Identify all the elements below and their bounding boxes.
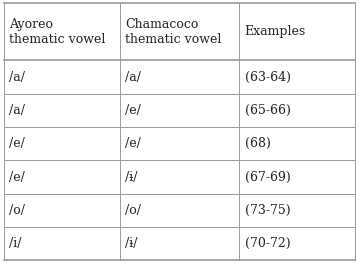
Text: /o/: /o/ (9, 204, 25, 217)
Text: /i/: /i/ (9, 237, 22, 250)
Text: (68): (68) (245, 137, 271, 150)
Text: /e/: /e/ (125, 104, 141, 117)
Text: Chamacoco
thematic vowel: Chamacoco thematic vowel (125, 18, 222, 45)
Text: /ɨ/: /ɨ/ (125, 171, 137, 184)
Text: Examples: Examples (245, 25, 306, 38)
Text: /a/: /a/ (9, 71, 25, 84)
Text: (73-75): (73-75) (245, 204, 290, 217)
Text: /e/: /e/ (125, 137, 141, 150)
Text: Ayoreo
thematic vowel: Ayoreo thematic vowel (9, 18, 105, 45)
Text: (63-64): (63-64) (245, 71, 291, 84)
Text: /a/: /a/ (125, 71, 141, 84)
Text: (65-66): (65-66) (245, 104, 290, 117)
Text: (67-69): (67-69) (245, 171, 290, 184)
Text: /o/: /o/ (125, 204, 141, 217)
Text: /ɨ/: /ɨ/ (125, 237, 137, 250)
Text: /e/: /e/ (9, 137, 25, 150)
Text: /e/: /e/ (9, 171, 25, 184)
Text: (70-72): (70-72) (245, 237, 290, 250)
Text: /a/: /a/ (9, 104, 25, 117)
